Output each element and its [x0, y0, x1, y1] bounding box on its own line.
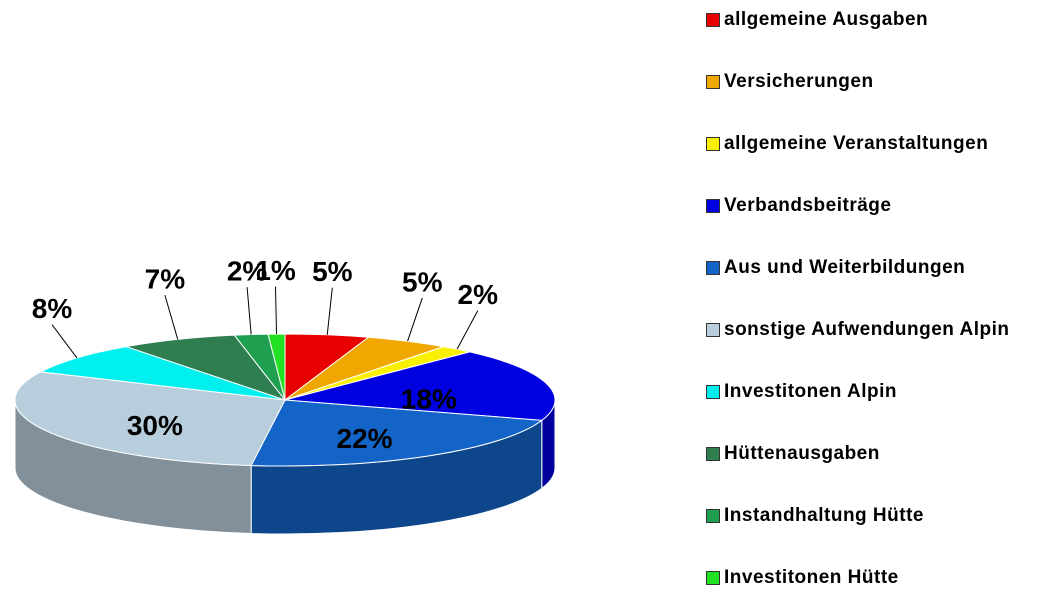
- slice: [39, 346, 286, 401]
- legend-item: Aus und Weiterbildungen: [706, 256, 1046, 318]
- legend-label: allgemeine Ausgaben: [724, 9, 929, 30]
- leader-line: [407, 297, 423, 342]
- data-label: 2%: [458, 279, 499, 310]
- legend-label: Hüttenausgaben: [724, 443, 880, 464]
- legend-label: Instandhaltung Hütte: [724, 505, 924, 526]
- leader-line: [246, 287, 252, 335]
- legend-swatch: [706, 199, 720, 213]
- legend-label: Investitonen Alpin: [724, 381, 897, 402]
- leader-line: [456, 310, 479, 350]
- data-label: 18%: [401, 383, 457, 414]
- legend-swatch: [706, 323, 720, 337]
- legend-item: Investitonen Alpin: [706, 380, 1046, 442]
- legend-item: allgemeine Veranstaltungen: [706, 132, 1046, 194]
- pie-area: 5% 5% 2%18%22%30%8%7% 2%1%: [14, 255, 556, 535]
- legend-swatch: [706, 261, 720, 275]
- legend-swatch: [706, 509, 720, 523]
- legend-label: Verbandsbeiträge: [724, 195, 892, 216]
- data-label: 8%: [32, 293, 73, 324]
- legend-item: allgemeine Ausgaben: [706, 8, 1046, 70]
- legend-item: Instandhaltung Hütte: [706, 504, 1046, 566]
- slice: [14, 371, 286, 466]
- leader-line: [326, 287, 333, 335]
- leader-line: [164, 294, 179, 340]
- leader-line: [275, 286, 278, 335]
- legend-label: Aus und Weiterbildungen: [724, 257, 966, 278]
- legend-item: Hüttenausgaben: [706, 442, 1046, 504]
- data-label: 5%: [402, 266, 443, 297]
- slice: [284, 351, 556, 421]
- legend-item: sonstige Aufwendungen Alpin: [706, 318, 1046, 380]
- slice: [250, 399, 544, 467]
- data-label: 22%: [337, 423, 393, 454]
- data-label: 7%: [145, 263, 186, 294]
- legend: allgemeine Ausgaben Versicherungen allgeme…: [706, 8, 1046, 610]
- legend-item: Versicherungen: [706, 70, 1046, 132]
- legend-label: sonstige Aufwendungen Alpin: [724, 319, 1010, 340]
- data-label: 2%: [227, 256, 268, 287]
- data-label: 1%: [255, 255, 296, 286]
- legend-swatch: [706, 137, 720, 151]
- legend-swatch: [706, 385, 720, 399]
- legend-label: Investitonen Hütte: [724, 567, 899, 588]
- legend-swatch: [706, 13, 720, 27]
- legend-item: Investitonen Hütte: [706, 566, 1046, 610]
- slice: [126, 334, 287, 402]
- legend-swatch: [706, 447, 720, 461]
- data-label: 5%: [312, 256, 353, 287]
- leader-line: [51, 324, 78, 359]
- data-label: 30%: [127, 410, 183, 441]
- legend-item: Verbandsbeiträge: [706, 194, 1046, 256]
- legend-swatch: [706, 75, 720, 89]
- legend-swatch: [706, 571, 720, 585]
- legend-label: allgemeine Veranstaltungen: [724, 133, 989, 154]
- legend-label: Versicherungen: [724, 71, 874, 92]
